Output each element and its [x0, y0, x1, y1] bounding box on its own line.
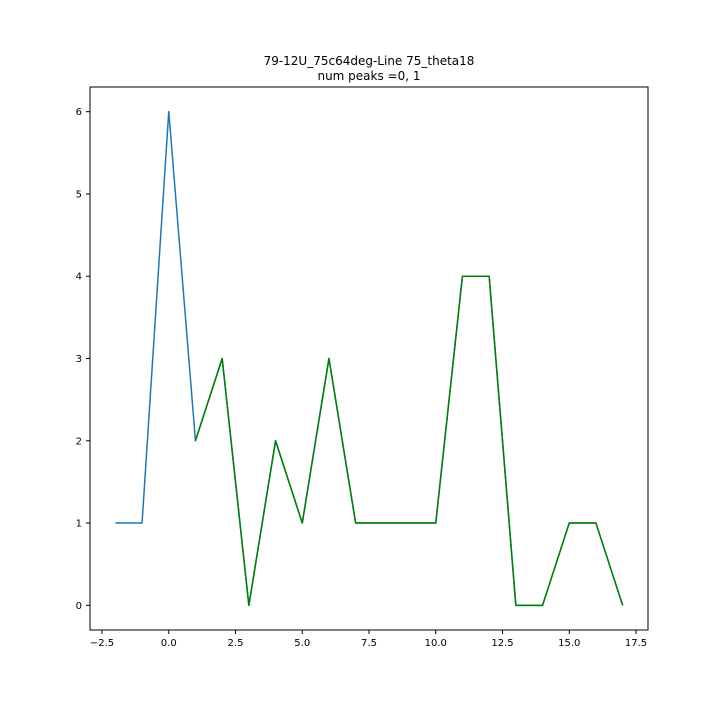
series-line-2	[194, 275, 624, 607]
axis-layer: −2.5 0.0 2.5 5.0 7.5 10.0 12.5 15.0 17.5 0 1 2 3 4 5 6	[76, 107, 647, 649]
x-tick-label: 12.5	[491, 638, 513, 649]
x-tick-label: 2.5	[228, 638, 244, 649]
plot-frame	[89, 86, 649, 631]
x-tick-label: 0.0	[161, 638, 177, 649]
x-tick-label: 10.0	[425, 638, 447, 649]
x-tick-label: −2.5	[90, 638, 114, 649]
y-tick-label: 5	[76, 189, 82, 200]
x-tick-label: 17.5	[625, 638, 647, 649]
y-tick-label: 3	[76, 354, 82, 365]
y-tick-label: 4	[76, 272, 82, 283]
y-tick-label: 1	[76, 519, 82, 530]
y-tick-label: 2	[76, 436, 82, 447]
y-tick-label: 0	[76, 601, 82, 612]
y-tick-label: 6	[76, 107, 82, 118]
series-layer	[115, 110, 624, 607]
chart-subtitle: num peaks =0, 1	[317, 69, 420, 83]
x-tick-label: 15.0	[558, 638, 580, 649]
x-tick-label: 5.0	[294, 638, 310, 649]
chart-title: 79-12U_75c64deg-Line 75_theta18	[264, 54, 475, 68]
x-tick-label: 7.5	[361, 638, 377, 649]
